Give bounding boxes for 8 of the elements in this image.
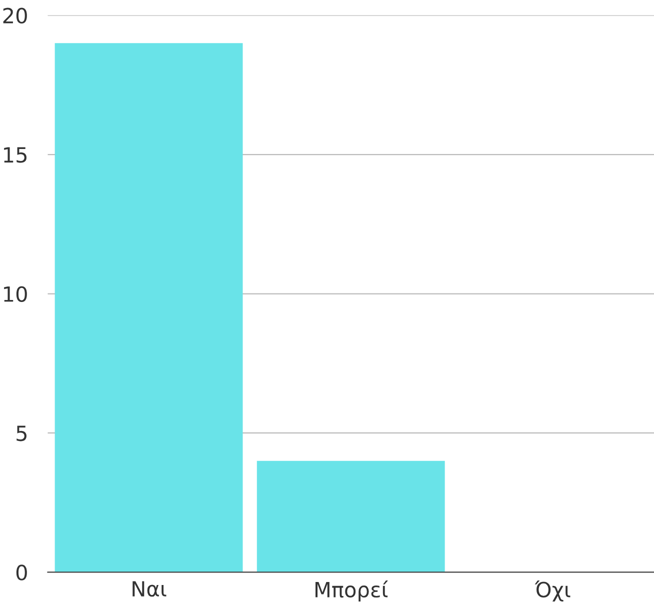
- x-tick-label: Όχι: [534, 580, 570, 602]
- y-tick-label: 10: [4, 286, 27, 302]
- x-tick-label: Μπορεί: [316, 580, 388, 602]
- y-tick-label: 5: [16, 426, 26, 442]
- y-tick-label: 20: [3, 8, 27, 24]
- y-tick-label: 15: [4, 147, 26, 163]
- y-tick-label: 0: [16, 564, 27, 580]
- x-tick-label: Ναι: [132, 581, 166, 597]
